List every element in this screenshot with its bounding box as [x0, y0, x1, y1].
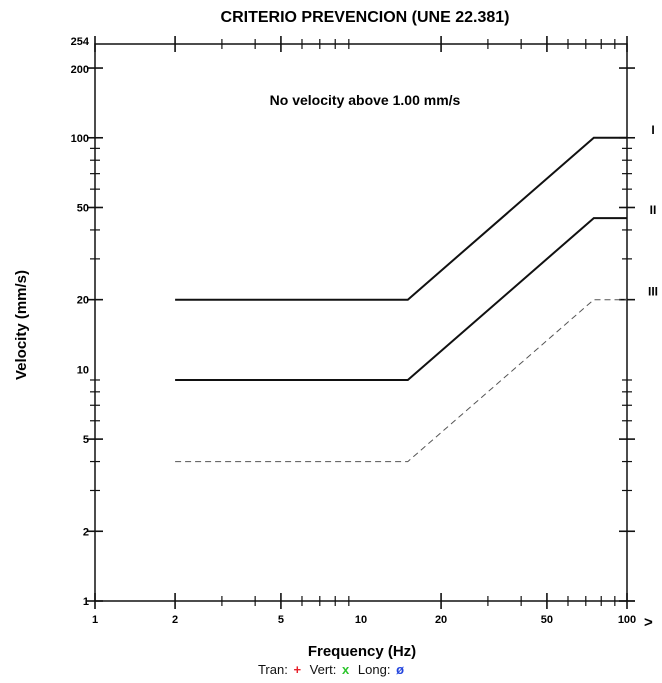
x-tick-label: 10: [355, 614, 367, 626]
x-tick-label: 1: [92, 614, 98, 626]
y-tick-label: 5: [83, 434, 89, 446]
legend-tran-marker: +: [293, 662, 302, 677]
y-tick-label: 10: [77, 364, 89, 376]
x-tick-label: 5: [278, 614, 284, 626]
x-axis-label: Frequency (Hz): [308, 643, 416, 660]
y-tick-label: 50: [77, 202, 89, 214]
y-tick-label: 200: [71, 64, 89, 76]
y-tick-label: 254: [71, 36, 90, 48]
x-tick-label: 20: [435, 614, 447, 626]
series-label-i: I: [651, 123, 654, 137]
legend-long-marker: ø: [396, 662, 405, 677]
legend: Tran: + Vert: x Long: ø: [0, 662, 662, 677]
legend-vert-label: Vert:: [309, 662, 337, 677]
series-label-iii: III: [648, 285, 658, 299]
series-line-i: [175, 136, 627, 301]
y-tick-label: 2: [83, 526, 89, 538]
legend-vert-marker: x: [342, 662, 350, 677]
y-axis-label: Velocity (mm/s): [13, 270, 30, 380]
y-tick-label: 20: [77, 295, 89, 307]
y-tick-label: 1: [83, 596, 89, 608]
x-tick-label: 2: [172, 614, 178, 626]
series-line-iii: [175, 299, 627, 463]
chart-title: CRITERIO PREVENCION (UNE 22.381): [221, 9, 510, 26]
y-tick-label: 100: [71, 133, 89, 145]
chart: CRITERIO PREVENCION (UNE 22.381) 1 2 5 10 20…: [13, 9, 658, 660]
series-label-ii: II: [650, 203, 657, 217]
legend-long-label: Long:: [357, 662, 391, 677]
chart-annotation: No velocity above 1.00 mm/s: [270, 92, 461, 108]
x-tick-label: 100: [618, 614, 636, 626]
x-axis-arrow: >: [644, 614, 653, 631]
chart-axes: [94, 43, 628, 602]
plot-frame: [94, 43, 628, 602]
chart-ticks: 1 2 5 10 20 50 100 1 2 5 10 20 50 100 200 254: [71, 36, 636, 626]
x-tick-label: 50: [541, 614, 553, 626]
legend-tran-label: Tran:: [257, 662, 288, 677]
series-line-ii: [175, 217, 627, 381]
